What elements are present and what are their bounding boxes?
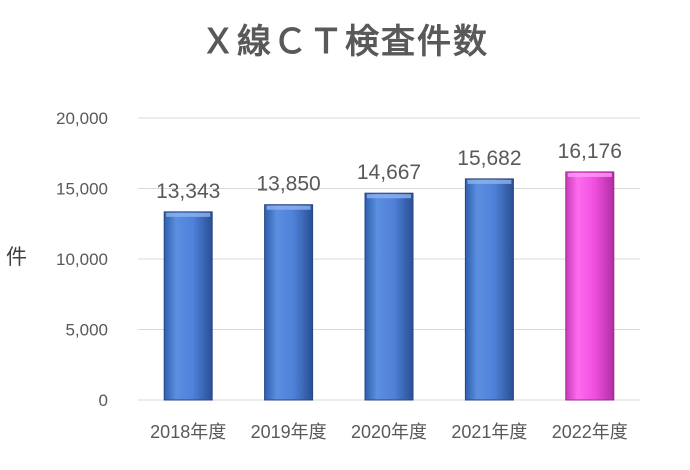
- chart-title: Ｘ線ＣＴ検査件数: [201, 22, 489, 62]
- y-tick-label: 5,000: [65, 321, 108, 340]
- bar: [264, 204, 314, 401]
- bar-bevel: [166, 212, 211, 217]
- bar: [565, 171, 615, 401]
- data-label: 15,682: [457, 147, 521, 170]
- data-label: 13,343: [156, 180, 220, 203]
- bar-bevel: [266, 205, 311, 210]
- y-axis-label: 件: [6, 245, 27, 269]
- bar: [364, 192, 414, 401]
- y-tick-label: 20,000: [56, 109, 108, 128]
- data-label: 14,667: [357, 161, 421, 184]
- bar-bevel: [567, 172, 612, 177]
- bar-bevel: [367, 194, 411, 199]
- x-tick-label: 2022年度: [552, 422, 628, 442]
- x-tick-label: 2018年度: [150, 422, 226, 442]
- bar: [163, 211, 213, 401]
- labels: 0 5,000 10,000 15,000 20,000 13,343 2018年度 13,8…: [56, 109, 628, 442]
- x-tick-label: 2021年度: [451, 422, 527, 442]
- bar-bevel: [467, 179, 512, 184]
- y-tick-label: 10,000: [56, 250, 108, 269]
- y-tick-label: 0: [99, 391, 108, 410]
- x-tick-label: 2020年度: [351, 422, 427, 442]
- bars: [163, 171, 615, 401]
- data-label: 16,176: [558, 140, 622, 163]
- x-tick-label: 2019年度: [251, 422, 327, 442]
- data-label: 13,850: [256, 173, 320, 196]
- y-tick-label: 15,000: [56, 180, 108, 199]
- bar: [464, 178, 514, 401]
